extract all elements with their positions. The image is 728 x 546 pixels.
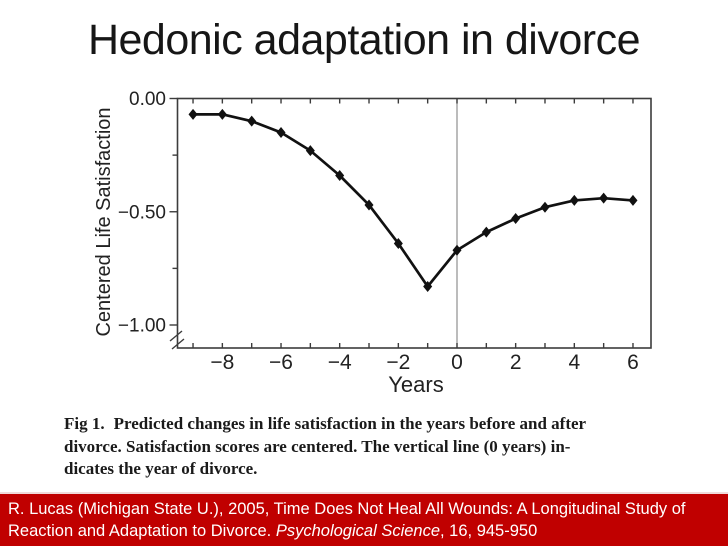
diamond-marker xyxy=(393,237,403,249)
y-axis-title: Centered Life Satisfaction xyxy=(93,107,115,336)
citation-footer: R. Lucas (Michigan State U.), 2005, Time… xyxy=(0,492,728,546)
diamond-marker xyxy=(305,145,315,157)
diamond-marker xyxy=(481,226,491,238)
diamond-marker xyxy=(569,194,579,206)
y-tick-label: −0.50 xyxy=(118,202,166,223)
y-tick-labels: 0.00 −0.50 −1.00 xyxy=(118,89,166,337)
diamond-marker xyxy=(540,201,550,213)
x-tick-label: 6 xyxy=(627,351,639,374)
diamond-marker xyxy=(452,244,462,256)
x-tick-label: 2 xyxy=(510,351,522,374)
caption-line-3: dicates the year of divorce. xyxy=(64,459,258,478)
x-tick-label: 0 xyxy=(451,351,463,374)
y-tick-label: 0.00 xyxy=(129,89,166,110)
diamond-marker xyxy=(364,199,374,211)
citation-line-2-pre: Reaction and Adaptation to Divorce. xyxy=(8,521,276,540)
x-tick-labels: −8 −6 −4 −2 0 2 4 6 xyxy=(210,351,638,374)
caption-line-2: divorce. Satisfaction scores are centere… xyxy=(64,436,571,456)
diamond-marker xyxy=(599,192,609,204)
data-markers xyxy=(188,108,638,292)
citation-line-2: Reaction and Adaptation to Divorce. Psyc… xyxy=(8,521,718,543)
y-axis-break xyxy=(169,330,185,350)
diamond-marker xyxy=(628,194,638,206)
x-tick-label: −2 xyxy=(386,351,410,374)
caption-line-1-text: Predicted changes in life satisfaction i… xyxy=(113,414,587,433)
x-axis-ticks xyxy=(192,98,634,348)
caption-fig-label: Fig 1. xyxy=(64,414,105,433)
x-tick-label: 4 xyxy=(568,351,580,374)
x-tick-label: −6 xyxy=(269,351,293,374)
diamond-marker xyxy=(511,213,521,225)
diamond-marker xyxy=(276,126,286,138)
citation-line-1: R. Lucas (Michigan State U.), 2005, Time… xyxy=(8,500,686,518)
y-axis-ticks xyxy=(169,97,178,326)
diamond-marker xyxy=(335,170,345,182)
diamond-marker xyxy=(217,108,227,120)
diamond-marker xyxy=(188,108,198,120)
slide-title: Hedonic adaptation in divorce xyxy=(87,16,641,64)
x-tick-label: −4 xyxy=(328,351,352,374)
caption-line-1: Fig 1. Predicted changes in life satisfac… xyxy=(64,413,664,436)
x-axis-title: Years xyxy=(388,372,443,397)
plot-frame xyxy=(176,97,652,349)
citation-journal-name: Psychological Science xyxy=(275,521,441,540)
figure-caption: Fig 1. Predicted changes in life satisfac… xyxy=(64,413,664,481)
x-tick-label: −8 xyxy=(210,351,234,374)
data-line xyxy=(193,113,634,288)
citation-line-2-post: , 16, 945-950 xyxy=(440,521,538,540)
diamond-marker xyxy=(247,115,257,127)
diamond-marker xyxy=(423,280,433,292)
y-tick-label: −1.00 xyxy=(118,316,166,337)
